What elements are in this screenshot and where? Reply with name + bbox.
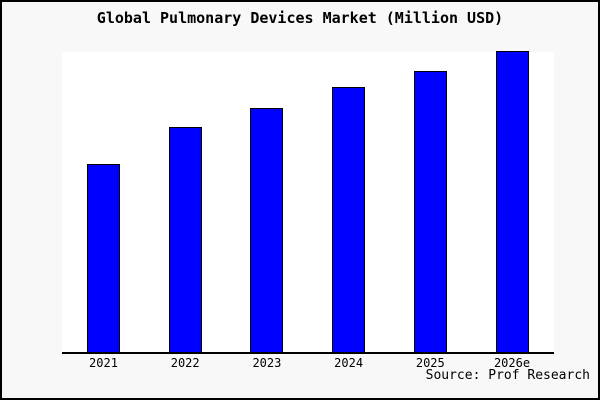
- bar-2021: [87, 164, 120, 352]
- bar-2025: [413, 71, 447, 352]
- bar-2024: [332, 87, 366, 352]
- x-tick-label-2021: 2021: [89, 356, 118, 370]
- x-tick-label-2022: 2022: [170, 356, 200, 370]
- x-tick-label-2025: 2025: [415, 356, 445, 370]
- chart-title: Global Pulmonary Devices Market (Million…: [96, 9, 504, 27]
- x-tick-label-2023: 2023: [252, 356, 282, 370]
- bar-2023: [250, 108, 284, 352]
- x-tick-label-2024: 2024: [334, 356, 364, 370]
- bar-2026e: [495, 51, 529, 352]
- bar-2022: [168, 127, 202, 352]
- plot-area: [62, 51, 554, 354]
- source-label: Source: Prof Research: [425, 368, 590, 383]
- x-tick-label-2026e: 2026e: [493, 356, 531, 370]
